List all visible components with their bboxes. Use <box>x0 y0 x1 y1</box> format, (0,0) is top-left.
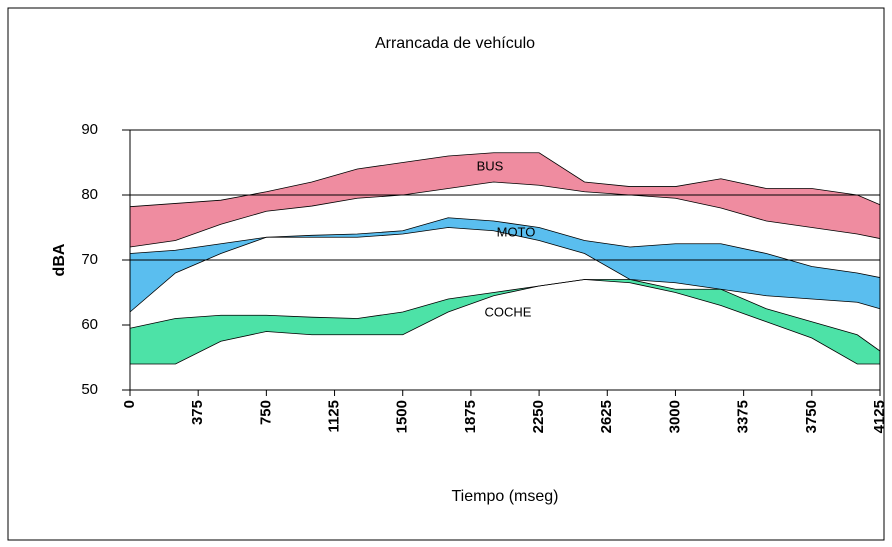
band <box>130 279 880 364</box>
band-edge <box>129 279 881 352</box>
band-edge <box>130 279 880 365</box>
y-tick-label: 60 <box>81 316 98 333</box>
band-edge <box>129 181 881 248</box>
x-tick-label: 4125 <box>871 400 888 433</box>
x-tick-label: 0 <box>121 400 138 408</box>
band-edge <box>129 217 881 278</box>
series-label: MOTO <box>497 224 536 239</box>
x-tick-label: 2625 <box>598 400 615 433</box>
x-tick-label: 3750 <box>803 400 820 433</box>
series-label: BUS <box>477 158 504 173</box>
y-tick-label: 50 <box>81 381 98 398</box>
series-label: COCHE <box>485 304 532 319</box>
x-tick-label: 1875 <box>462 400 479 433</box>
band <box>130 152 880 247</box>
plot-border <box>129 129 881 391</box>
band-edge <box>129 227 881 313</box>
band-edge <box>129 152 881 208</box>
band <box>130 217 880 312</box>
x-axis-label: Tiempo (mseg) <box>452 488 559 505</box>
x-tick-label: 1500 <box>394 400 411 433</box>
y-axis-label: dBA <box>51 243 68 276</box>
y-tick-label: 80 <box>81 186 98 203</box>
x-tick-label: 3375 <box>735 400 752 433</box>
x-tick-label: 1125 <box>326 400 343 433</box>
x-tick-label: 375 <box>189 400 206 425</box>
y-tick-label: 90 <box>81 121 98 138</box>
x-tick-label: 3000 <box>666 400 683 433</box>
x-tick-label: 750 <box>257 400 274 425</box>
y-tick-label: 70 <box>81 251 98 268</box>
chart-title: Arrancada de vehículo <box>375 35 535 52</box>
x-tick-label: 2250 <box>530 400 547 433</box>
